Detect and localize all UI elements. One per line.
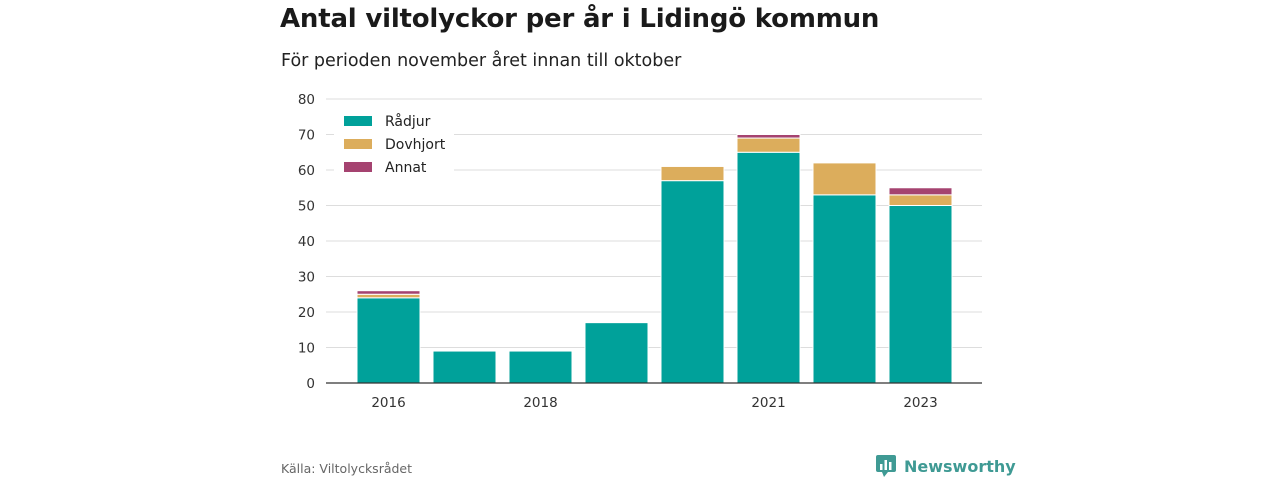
legend-swatch [344,116,372,126]
legend-label: Annat [385,160,427,176]
bar-segment [812,162,877,196]
y-tick-label: 20 [298,305,315,321]
y-tick-label: 0 [306,376,315,392]
bar-segment [888,205,953,384]
x-tick-label: 2023 [903,395,937,411]
bar-segment [736,151,801,384]
bar-segment [356,290,421,295]
x-tick-label: 2021 [751,395,785,411]
bar-segment [356,297,421,384]
bar-segment [736,137,801,153]
bar-chart-logo-icon [876,455,896,477]
chart-subtitle: För perioden november året innan till ok… [281,51,682,71]
y-tick-label: 80 [298,92,315,108]
y-tick-label: 30 [298,270,315,286]
legend-swatch [344,139,372,149]
y-tick-label: 70 [298,128,315,144]
legend-label: Rådjur [385,113,431,130]
bar-segment [356,293,421,299]
bar-segment [888,194,953,207]
bar-segment [812,194,877,384]
source-note: Källa: Viltolycksrådet [281,461,413,476]
brand-logo: Newsworthy [876,455,1016,477]
bar-segment [432,350,497,384]
chart-title: Antal viltolyckor per år i Lidingö kommu… [280,4,880,34]
legend-swatch [344,162,372,172]
bar-segment [508,350,573,384]
bar-segment [584,322,649,384]
bar-segment [660,180,725,384]
bar-segment [660,165,725,182]
bar-segment [888,187,953,196]
y-tick-label: 40 [298,234,315,250]
x-tick-label: 2016 [371,395,405,411]
bar-segment [736,134,801,139]
y-tick-label: 60 [298,163,315,179]
brand-name: Newsworthy [904,456,1016,476]
x-tick-label: 2018 [523,395,557,411]
y-tick-label: 50 [298,199,315,215]
legend-label: Dovhjort [385,137,446,153]
y-tick-label: 10 [298,341,315,357]
